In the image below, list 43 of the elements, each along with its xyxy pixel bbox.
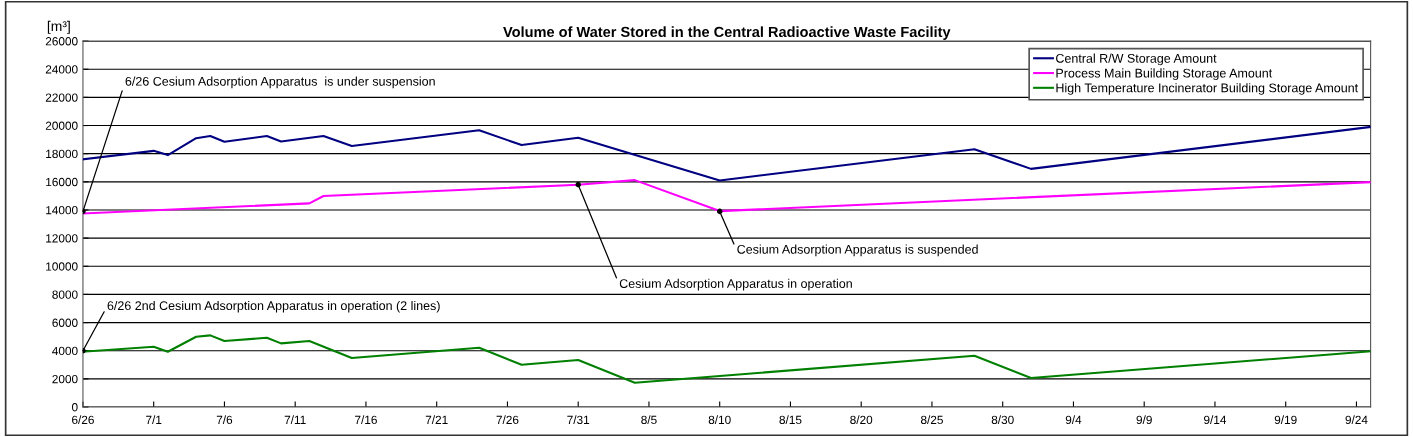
y-tick-label: 14000	[46, 206, 78, 215]
y-tick-label: 20000	[45, 121, 78, 130]
x-tick-label: 7/31	[567, 415, 590, 425]
x-tick-label: 8/15	[779, 415, 802, 425]
y-tick-label: 8000	[52, 290, 78, 299]
y-tick-label: 10000	[46, 262, 78, 271]
x-tick-label: 7/6	[216, 415, 233, 425]
x-tick-label: 9/9	[1136, 415, 1152, 425]
x-tick-label: 7/16	[355, 415, 377, 425]
chart-title: Volume of Water Stored in the Central Radioactive Waste Facility	[503, 26, 951, 40]
x-tick-label: 9/24	[1345, 415, 1368, 425]
x-tick-label: 7/1	[146, 415, 162, 425]
annotation: 6/26 Cesium Adsorption Apparatus is under suspension	[125, 76, 435, 89]
annotation: Cesium Adsorption Apparatus is suspended	[737, 244, 978, 257]
x-tick-label: 7/11	[284, 415, 306, 425]
line-series	[82, 125, 1371, 182]
x-tick-label: 7/26	[496, 415, 519, 425]
x-tick-label: 8/10	[708, 415, 731, 425]
y-tick-label: 24000	[45, 65, 78, 74]
y-tick-label: 16000	[46, 177, 78, 187]
x-tick-label: 9/19	[1274, 415, 1297, 425]
y-axis-title: [m³]	[47, 20, 70, 34]
x-tick-label: 8/25	[920, 415, 943, 425]
legend-label: High Temperature Incinerator Building Storage Amount	[1056, 83, 1359, 95]
annotation: Cesium Adsorption Apparatus in operation	[619, 278, 852, 291]
annotation: 6/26 2nd Cesium Adsorption Apparatus in operation (2 lines)	[107, 300, 440, 313]
x-tick-label: 7/21	[425, 415, 448, 425]
y-tick-label: 12000	[46, 234, 78, 243]
x-tick-label: 8/5	[641, 415, 657, 425]
x-tick-label: 8/30	[991, 415, 1014, 425]
y-tick-label: 0	[71, 403, 78, 412]
legend-label: Central R/W Storage Amount	[1056, 53, 1217, 66]
y-tick-label: 26000	[45, 37, 78, 46]
x-tick-label: 8/20	[850, 415, 873, 425]
x-tick-label: 9/14	[1204, 415, 1227, 425]
y-tick-label: 18000	[46, 149, 78, 159]
y-tick-label: 2000	[52, 374, 78, 384]
legend-label: Process Main Building Storage Amount	[1056, 68, 1273, 81]
x-tick-label: 6/26	[72, 415, 94, 425]
y-tick-label: 4000	[52, 346, 78, 356]
y-tick-label: 6000	[52, 318, 78, 327]
y-tick-label: 22000	[45, 93, 78, 102]
x-tick-label: 9/4	[1065, 415, 1082, 425]
